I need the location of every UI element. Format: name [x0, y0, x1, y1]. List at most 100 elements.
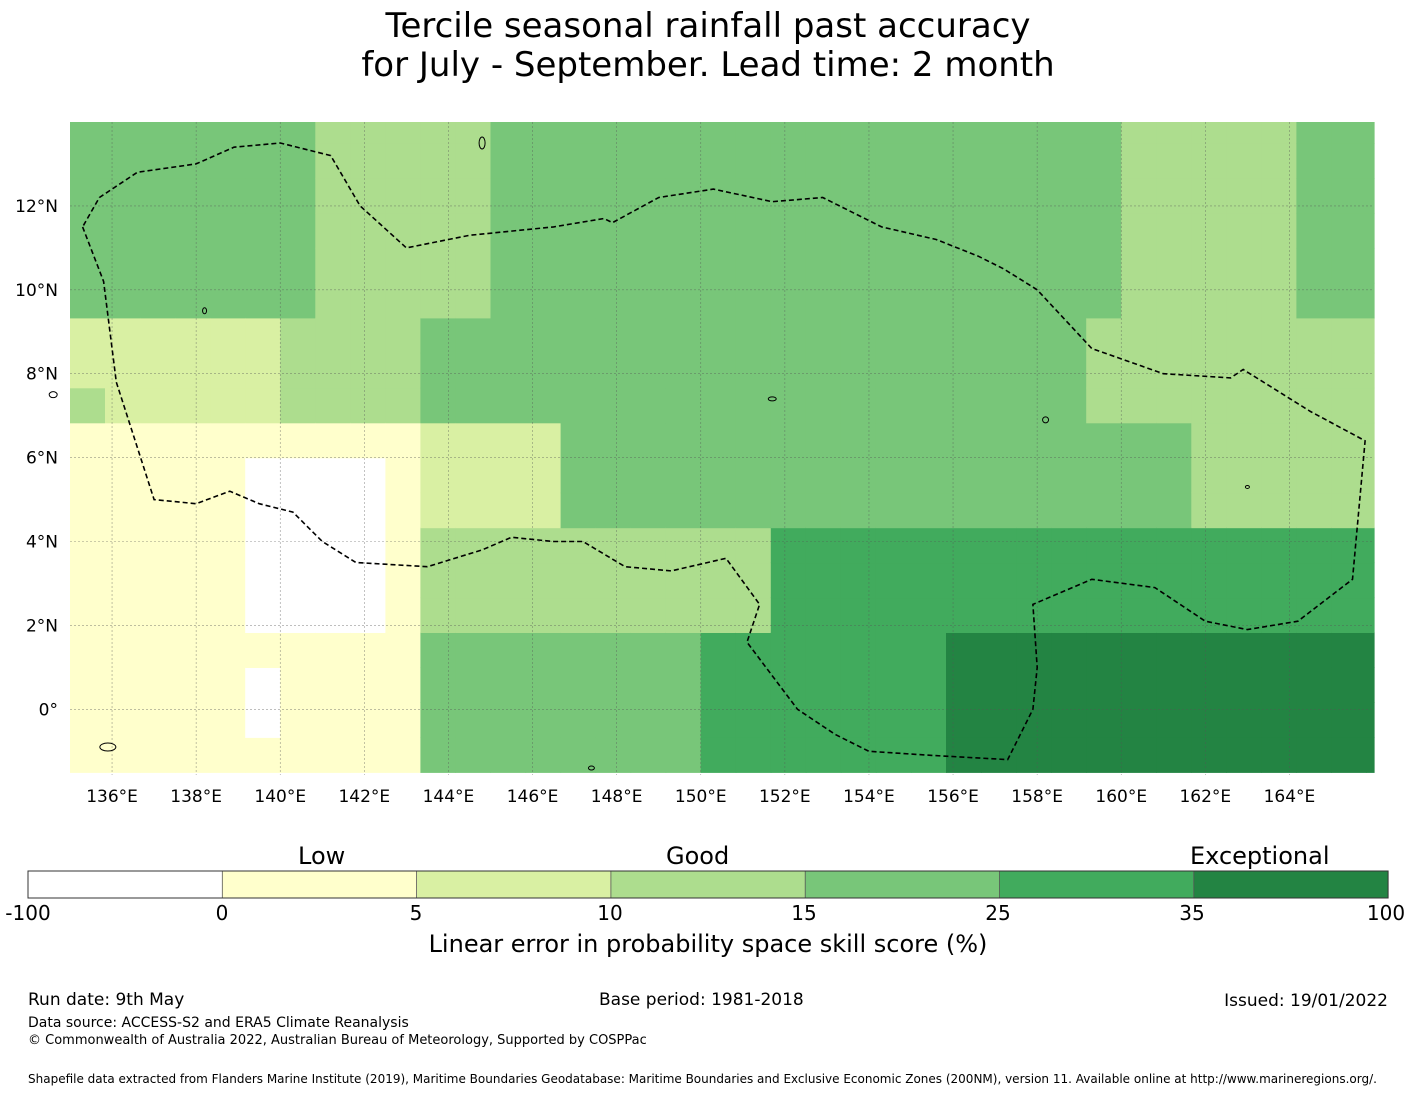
- skill-cell: [140, 597, 176, 633]
- skill-cell: [210, 737, 246, 773]
- skill-cell: [700, 122, 737, 144]
- skill-cell: [560, 212, 597, 249]
- skill-cell: [175, 737, 211, 773]
- skill-cell: [1156, 737, 1192, 773]
- skill-cell: [280, 632, 316, 668]
- skill-cell: [1296, 667, 1332, 703]
- skill-cell: [1261, 737, 1297, 773]
- skill-cell: [280, 247, 316, 284]
- skill-cell: [630, 143, 667, 179]
- skill-cell: [1296, 178, 1332, 214]
- skill-cell: [105, 492, 141, 529]
- run-date: Run date: 9th May: [28, 990, 185, 1010]
- skill-cell: [1086, 387, 1122, 424]
- skill-cell: [1366, 702, 1375, 738]
- skill-cell: [1331, 667, 1367, 703]
- island-outline: [1244, 484, 1250, 489]
- copyright: © Commonwealth of Australia 2022, Austra…: [28, 1033, 647, 1048]
- skill-cell: [735, 212, 772, 249]
- skill-cell: [1191, 247, 1227, 284]
- skill-cell: [70, 632, 106, 668]
- longitude-tick-label: 136°E: [86, 787, 138, 807]
- skill-cell: [385, 122, 421, 144]
- skill-cell: [1121, 527, 1157, 564]
- skill-cell: [1051, 562, 1087, 599]
- colorbar-category-good: Good: [666, 842, 730, 870]
- skill-cell: [70, 492, 106, 529]
- skill-cell: [1331, 597, 1367, 633]
- skill-cell: [665, 457, 702, 494]
- skill-cell: [560, 562, 597, 599]
- skill-cell: [385, 597, 421, 633]
- skill-cell: [1086, 317, 1122, 354]
- skill-cell: [770, 352, 807, 389]
- skill-cell: [105, 737, 141, 773]
- skill-cell: [105, 352, 141, 389]
- skill-cell: [280, 597, 316, 633]
- skill-cell: [455, 422, 491, 459]
- skill-cell: [981, 492, 1017, 529]
- skill-cell: [350, 212, 386, 249]
- skill-cell: [770, 457, 807, 494]
- skill-cell: [1191, 212, 1227, 249]
- skill-cell: [1086, 247, 1122, 284]
- skill-cell: [105, 597, 141, 633]
- skill-cell: [1296, 737, 1332, 773]
- skill-cell: [700, 562, 737, 599]
- skill-cell: [140, 422, 176, 459]
- skill-cell: [140, 737, 176, 773]
- colorbar-frame: [27, 870, 1389, 899]
- skill-cell: [490, 387, 527, 424]
- skill-cell: [946, 457, 982, 494]
- skill-cell: [455, 632, 491, 668]
- skill-cell: [455, 562, 491, 599]
- skill-cell: [525, 667, 562, 703]
- skill-cell: [560, 422, 597, 459]
- skill-cell: [175, 632, 211, 668]
- skill-cell: [1156, 387, 1192, 424]
- skill-cell: [981, 282, 1017, 319]
- skill-cell: [455, 597, 491, 633]
- skill-cell: [1331, 247, 1367, 284]
- skill-cell: [1366, 352, 1375, 389]
- skill-cell: [1366, 527, 1375, 564]
- skill-cell: [946, 597, 982, 633]
- skill-cell: [700, 492, 737, 529]
- skill-cell: [1331, 562, 1367, 599]
- skill-cell: [630, 212, 667, 249]
- skill-cell: [700, 702, 737, 738]
- skill-cell: [1086, 492, 1122, 529]
- skill-cell: [1261, 457, 1297, 494]
- skill-cell: [875, 212, 912, 249]
- skill-cell: [805, 527, 842, 564]
- graticule: [70, 122, 1374, 775]
- latitude-tick-label: 12°N: [15, 197, 58, 217]
- skill-cell: [1261, 247, 1297, 284]
- skill-cell: [315, 562, 351, 599]
- skill-cell: [911, 212, 947, 249]
- skill-cell: [946, 178, 982, 214]
- skill-cell: [280, 122, 316, 144]
- skill-cell: [525, 492, 562, 529]
- skill-cell: [245, 282, 281, 319]
- skill-cell: [525, 457, 562, 494]
- skill-cell: [700, 632, 737, 668]
- skill-cell: [315, 387, 351, 424]
- longitude-tick-label: 146°E: [507, 787, 559, 807]
- longitude-tick-label: 142°E: [338, 787, 390, 807]
- skill-cell: [875, 632, 912, 668]
- skill-cell: [140, 457, 176, 494]
- skill-cell: [420, 122, 456, 144]
- colorbar-bin: [28, 871, 223, 898]
- skill-cell: [805, 737, 842, 773]
- skill-cell: [350, 352, 386, 389]
- skill-cell: [595, 702, 632, 738]
- skill-cell: [1226, 387, 1262, 424]
- colorbar-tick: 25: [985, 901, 1011, 925]
- skill-cell: [1016, 457, 1052, 494]
- skill-cell: [105, 178, 141, 214]
- skill-cell: [385, 632, 421, 668]
- skill-cell: [1191, 422, 1227, 459]
- skill-cell: [175, 667, 211, 703]
- island-outline: [587, 765, 595, 771]
